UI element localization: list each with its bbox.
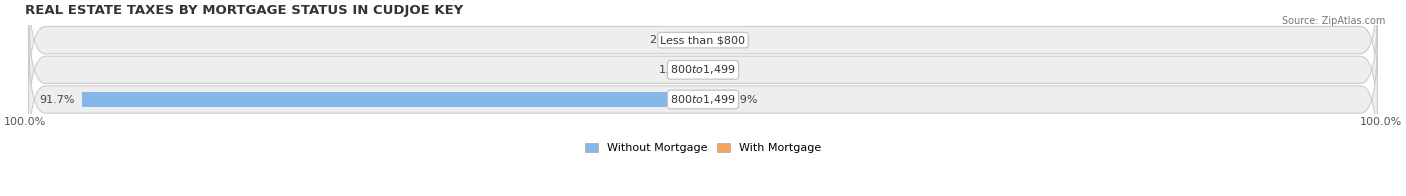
Bar — [82, 92, 703, 107]
Text: Source: ZipAtlas.com: Source: ZipAtlas.com — [1281, 16, 1385, 26]
Text: Less than $800: Less than $800 — [661, 35, 745, 45]
Text: 91.7%: 91.7% — [39, 94, 75, 104]
Text: 0.0%: 0.0% — [710, 65, 738, 75]
FancyBboxPatch shape — [28, 39, 1378, 160]
Text: 1.4%: 1.4% — [658, 65, 686, 75]
FancyBboxPatch shape — [28, 0, 1378, 101]
Text: $800 to $1,499: $800 to $1,499 — [671, 93, 735, 106]
Text: $800 to $1,499: $800 to $1,499 — [671, 63, 735, 76]
Text: REAL ESTATE TAXES BY MORTGAGE STATUS IN CUDJOE KEY: REAL ESTATE TAXES BY MORTGAGE STATUS IN … — [25, 4, 464, 17]
Legend: Without Mortgage, With Mortgage: Without Mortgage, With Mortgage — [581, 139, 825, 158]
Bar — [703, 92, 723, 107]
Text: 2.8%: 2.8% — [648, 35, 678, 45]
Text: 2.9%: 2.9% — [730, 94, 758, 104]
Bar — [685, 32, 703, 48]
FancyBboxPatch shape — [28, 9, 1378, 130]
Bar — [693, 62, 703, 78]
Text: 0.0%: 0.0% — [710, 35, 738, 45]
